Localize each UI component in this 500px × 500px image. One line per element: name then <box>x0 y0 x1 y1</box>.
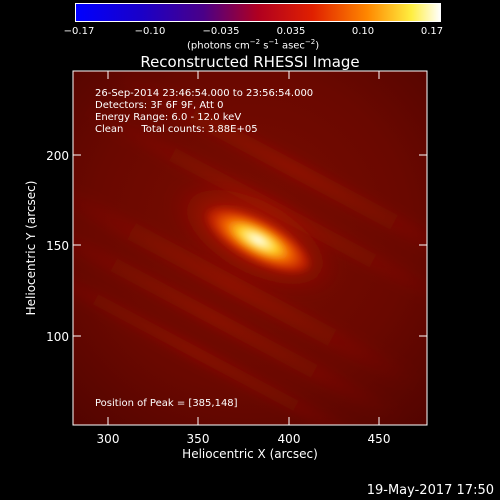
footer-date: 19-May-2017 17:50 <box>366 483 494 498</box>
x-tick-label: 400 <box>277 432 301 446</box>
clean-label: Clean <box>95 124 124 135</box>
colorbar-tick: 0.10 <box>351 26 375 37</box>
energy-range-text: Energy Range: 6.0 - 12.0 keV <box>95 112 242 123</box>
y-axis-label: Heliocentric Y (arcsec) <box>24 180 38 316</box>
x-axis-label: Heliocentric X (arcsec) <box>182 447 318 461</box>
colorbar-tick: −0.10 <box>134 26 166 37</box>
colorbar-tick: −0.035 <box>202 26 240 37</box>
colorbar <box>75 3 441 22</box>
colorbar-units: (photons cm−2 s−1 asec−2) <box>187 38 320 52</box>
colorbar-tick: −0.17 <box>63 26 95 37</box>
y-tick-label: 100 <box>46 330 69 344</box>
x-tick-label: 350 <box>186 432 210 446</box>
detectors-text: Detectors: 3F 6F 9F, Att 0 <box>95 100 224 111</box>
y-tick-label: 200 <box>46 149 69 163</box>
time-range-text: 26-Sep-2014 23:46:54.000 to 23:56:54.000 <box>95 88 314 99</box>
x-tick-label: 300 <box>96 432 120 446</box>
peak-position-text: Position of Peak = [385,148] <box>95 398 238 409</box>
plot-title: Reconstructed RHESSI Image <box>140 53 360 71</box>
colorbar-tick: 0.17 <box>420 26 444 37</box>
y-tick-label: 150 <box>46 239 69 253</box>
clean-text: Clean Total counts: 3.88E+05 <box>95 125 258 135</box>
total-counts: Total counts: 3.88E+05 <box>141 124 258 135</box>
x-tick-label: 450 <box>367 432 391 446</box>
colorbar-tick: 0.035 <box>276 26 306 37</box>
